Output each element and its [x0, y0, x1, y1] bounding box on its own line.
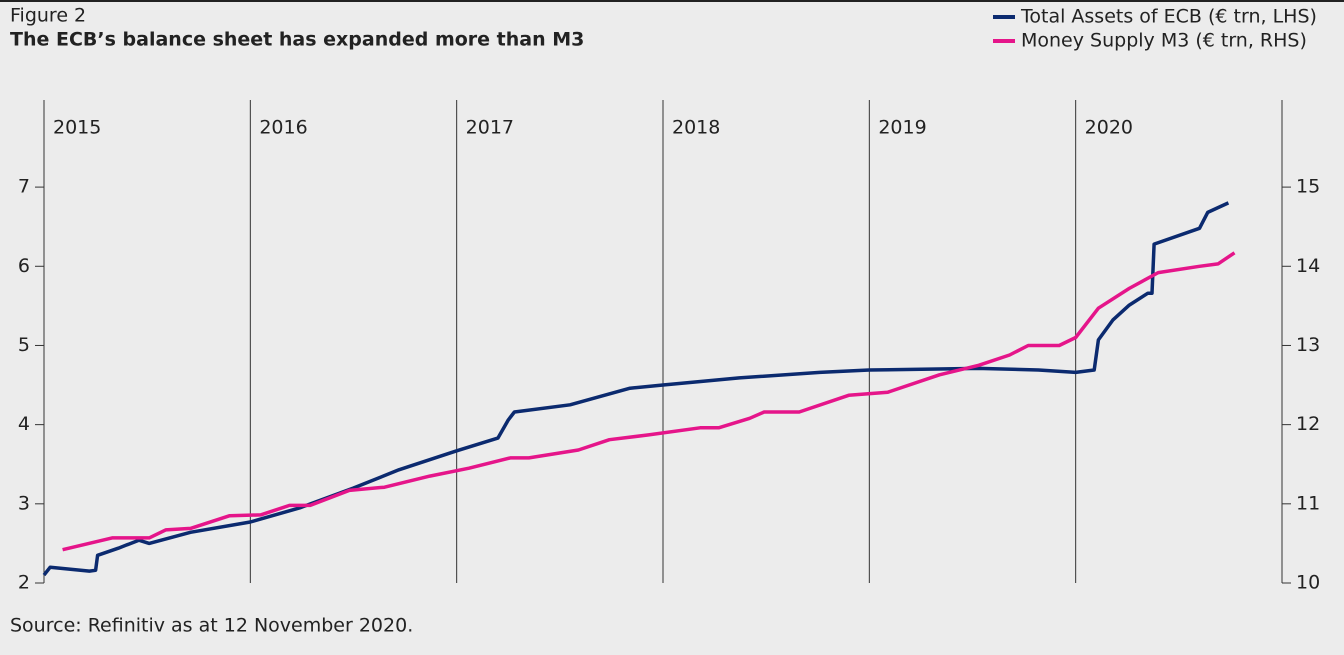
y-tick-label: 7	[18, 176, 30, 198]
y-tick-label: 6	[18, 255, 30, 277]
x-tick-label: 2018	[672, 117, 720, 139]
source: Source: Refinitiv as at 12 November 2020…	[10, 615, 413, 637]
chart-title: The ECB’s balance sheet has expanded mor…	[10, 29, 584, 51]
x-tick-label: 2017	[466, 117, 514, 139]
y-tick-label: 2	[18, 572, 30, 594]
series-line	[42, 201, 1230, 577]
y2-tick-label: 13	[1296, 334, 1320, 356]
figure-label: Figure 2	[10, 5, 86, 27]
x-tick-label: 2019	[878, 117, 926, 139]
y2-tick-label: 14	[1296, 255, 1320, 277]
legend-label: Money Supply M3 (€ trn, RHS)	[1021, 30, 1307, 52]
legend-label: Total Assets of ECB (€ trn, LHS)	[1020, 6, 1317, 28]
y-tick-label: 4	[18, 413, 30, 435]
y2-tick-label: 12	[1296, 413, 1320, 435]
y-tick-label: 5	[18, 334, 30, 356]
series-line	[62, 251, 1236, 552]
x-tick-label: 2015	[53, 117, 101, 139]
x-tick-label: 2020	[1085, 117, 1133, 139]
y2-tick-label: 15	[1296, 176, 1320, 198]
y2-tick-label: 11	[1296, 492, 1320, 514]
y-tick-label: 3	[18, 492, 30, 514]
x-tick-label: 2016	[259, 117, 307, 139]
y2-tick-label: 10	[1296, 572, 1320, 594]
